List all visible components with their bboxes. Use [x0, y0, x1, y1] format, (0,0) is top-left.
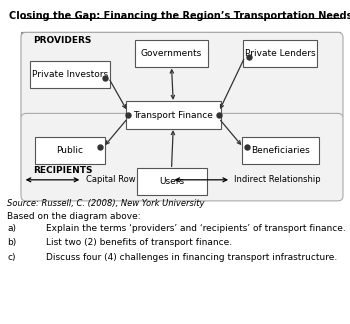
Text: Explain the terms ‘providers’ and ‘recipients’ of transport finance.: Explain the terms ‘providers’ and ‘recip…	[46, 224, 345, 233]
Text: a): a)	[7, 224, 16, 233]
Text: Based on the diagram above:: Based on the diagram above:	[7, 212, 141, 221]
Text: Private Investors: Private Investors	[32, 70, 108, 79]
Text: Transport Finance: Transport Finance	[133, 110, 213, 120]
Text: b): b)	[7, 238, 16, 247]
Text: Source: Russell, C. (2008), New York University: Source: Russell, C. (2008), New York Uni…	[7, 199, 204, 208]
FancyBboxPatch shape	[126, 101, 220, 129]
Text: Public: Public	[56, 146, 84, 155]
FancyBboxPatch shape	[30, 61, 110, 88]
FancyBboxPatch shape	[21, 113, 343, 201]
FancyBboxPatch shape	[135, 40, 208, 67]
FancyBboxPatch shape	[21, 32, 340, 190]
Text: Private Lenders: Private Lenders	[245, 49, 315, 58]
Text: Users: Users	[159, 177, 184, 186]
Text: Capital Row: Capital Row	[86, 175, 135, 184]
Text: c): c)	[7, 253, 15, 262]
FancyBboxPatch shape	[241, 137, 318, 164]
Text: List two (2) benefits of transport finance.: List two (2) benefits of transport finan…	[46, 238, 232, 247]
Text: Indirect Relationship: Indirect Relationship	[234, 175, 321, 184]
Text: Discuss four (4) challenges in financing transport infrastructure.: Discuss four (4) challenges in financing…	[46, 253, 337, 262]
Text: Closing the Gap: Financing the Region’s Transportation Needs: Closing the Gap: Financing the Region’s …	[8, 11, 350, 21]
Text: Governments: Governments	[141, 49, 202, 58]
FancyBboxPatch shape	[243, 40, 317, 67]
Text: Beneficiaries: Beneficiaries	[251, 146, 309, 155]
Text: PROVIDERS: PROVIDERS	[33, 36, 92, 45]
FancyBboxPatch shape	[21, 32, 343, 120]
Text: RECIPIENTS: RECIPIENTS	[33, 166, 93, 175]
FancyBboxPatch shape	[136, 168, 206, 195]
FancyBboxPatch shape	[35, 137, 105, 164]
